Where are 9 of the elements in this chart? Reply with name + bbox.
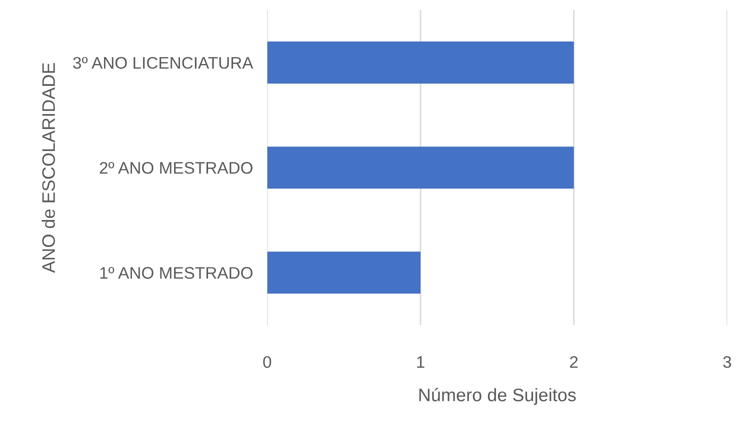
y-axis-title: ANO de ESCOLARIDADE	[42, 63, 55, 273]
x-axis-title: Número de Sujeitos	[419, 388, 576, 405]
x-tick-label: 3	[723, 356, 732, 368]
x-tick-label: 0	[263, 356, 272, 368]
x-tick-label: 2	[570, 356, 578, 368]
x-tick-label: 1	[417, 356, 424, 368]
y-tick-label: 2º ANO MESTRADO	[100, 162, 252, 174]
y-tick-label: 3º ANO LICENCIATURA	[73, 56, 254, 69]
y-tick-label: 1º ANO MESTRADO	[100, 267, 252, 279]
